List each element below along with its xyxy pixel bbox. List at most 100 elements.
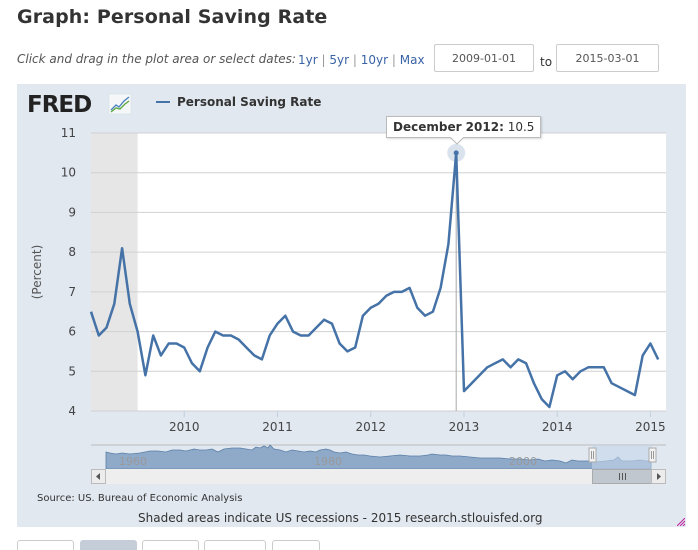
data-point[interactable] bbox=[391, 289, 397, 295]
data-point[interactable] bbox=[119, 245, 125, 251]
data-point[interactable] bbox=[352, 344, 358, 350]
data-point[interactable] bbox=[375, 301, 381, 307]
data-point[interactable] bbox=[593, 364, 599, 370]
navigator-handle-right[interactable] bbox=[648, 447, 657, 463]
data-point[interactable] bbox=[407, 285, 413, 291]
bottom-tab-button[interactable] bbox=[204, 540, 266, 550]
data-point[interactable] bbox=[212, 329, 218, 335]
data-point[interactable] bbox=[484, 364, 490, 370]
data-point[interactable] bbox=[259, 356, 265, 362]
navigator-selection[interactable] bbox=[592, 445, 652, 469]
data-point[interactable] bbox=[469, 380, 475, 386]
x-tick-label: 2010 bbox=[169, 420, 200, 434]
fred-logo: FRED bbox=[27, 92, 135, 120]
resize-handle-icon[interactable] bbox=[677, 518, 685, 526]
scroll-right-button[interactable] bbox=[651, 469, 666, 484]
data-point[interactable] bbox=[640, 352, 646, 358]
data-point[interactable] bbox=[243, 344, 249, 350]
data-point[interactable] bbox=[329, 321, 335, 327]
data-point[interactable] bbox=[88, 309, 94, 315]
data-point[interactable] bbox=[399, 289, 405, 295]
data-point[interactable] bbox=[181, 344, 187, 350]
data-point[interactable] bbox=[236, 337, 242, 343]
data-point[interactable] bbox=[414, 305, 420, 311]
data-point[interactable] bbox=[205, 344, 211, 350]
scrollbar-thumb[interactable] bbox=[592, 469, 652, 484]
data-point[interactable] bbox=[337, 340, 343, 346]
data-point[interactable] bbox=[306, 333, 312, 339]
data-point[interactable] bbox=[438, 285, 444, 291]
data-point[interactable] bbox=[609, 380, 615, 386]
data-point[interactable] bbox=[368, 305, 374, 311]
range-5yr-link[interactable]: 5yr bbox=[329, 53, 350, 67]
data-point[interactable] bbox=[166, 340, 172, 346]
data-point[interactable] bbox=[647, 340, 653, 346]
data-point[interactable] bbox=[111, 301, 117, 307]
range-10yr-link[interactable]: 10yr bbox=[360, 53, 389, 67]
end-date-input[interactable] bbox=[556, 44, 659, 72]
data-point[interactable] bbox=[515, 356, 521, 362]
data-point[interactable] bbox=[508, 364, 514, 370]
bottom-tab-button-active[interactable] bbox=[80, 540, 137, 550]
data-point[interactable] bbox=[150, 333, 156, 339]
data-point[interactable] bbox=[531, 380, 537, 386]
data-point[interactable] bbox=[578, 368, 584, 374]
scrollbar[interactable] bbox=[91, 469, 666, 484]
data-point[interactable] bbox=[290, 329, 296, 335]
data-point[interactable] bbox=[445, 241, 451, 247]
legend-item[interactable]: Personal Saving Rate bbox=[156, 95, 321, 109]
data-point[interactable] bbox=[274, 321, 280, 327]
data-point[interactable] bbox=[197, 368, 203, 374]
data-point[interactable] bbox=[267, 333, 273, 339]
data-point[interactable] bbox=[127, 301, 133, 307]
data-point[interactable] bbox=[173, 340, 179, 346]
data-point[interactable] bbox=[601, 364, 607, 370]
data-point[interactable] bbox=[189, 360, 195, 366]
data-point[interactable] bbox=[383, 293, 389, 299]
data-point[interactable] bbox=[546, 404, 552, 410]
data-point[interactable] bbox=[616, 384, 622, 390]
plot-area[interactable] bbox=[91, 133, 666, 411]
data-point[interactable] bbox=[523, 360, 529, 366]
data-point[interactable] bbox=[251, 352, 257, 358]
bottom-tab-button[interactable] bbox=[17, 540, 74, 550]
bottom-tab-button[interactable] bbox=[272, 540, 320, 550]
data-point[interactable] bbox=[96, 333, 102, 339]
navigator[interactable]: 1960 1980 2000 bbox=[91, 444, 666, 470]
highlight-point[interactable] bbox=[453, 150, 459, 156]
data-point[interactable] bbox=[158, 352, 164, 358]
data-point[interactable] bbox=[298, 333, 304, 339]
data-point[interactable] bbox=[539, 396, 545, 402]
data-point[interactable] bbox=[313, 325, 319, 331]
data-point[interactable] bbox=[321, 317, 327, 323]
data-point[interactable] bbox=[104, 325, 110, 331]
data-point[interactable] bbox=[624, 388, 630, 394]
data-point[interactable] bbox=[282, 313, 288, 319]
data-point[interactable] bbox=[461, 388, 467, 394]
data-point[interactable] bbox=[477, 372, 483, 378]
data-point[interactable] bbox=[655, 356, 661, 362]
scrollbar-track[interactable] bbox=[91, 469, 666, 484]
data-point[interactable] bbox=[422, 313, 428, 319]
data-point[interactable] bbox=[492, 360, 498, 366]
range-max-link[interactable]: Max bbox=[399, 53, 425, 67]
bottom-tab-button[interactable] bbox=[142, 540, 199, 550]
data-point[interactable] bbox=[430, 309, 436, 315]
data-point[interactable] bbox=[632, 392, 638, 398]
scroll-left-button[interactable] bbox=[91, 469, 106, 484]
navigator-handle-left[interactable] bbox=[588, 447, 597, 463]
data-point[interactable] bbox=[554, 372, 560, 378]
data-point[interactable] bbox=[135, 329, 141, 335]
start-date-input[interactable] bbox=[434, 44, 534, 72]
data-point[interactable] bbox=[500, 356, 506, 362]
data-point[interactable] bbox=[142, 372, 148, 378]
data-point[interactable] bbox=[360, 313, 366, 319]
data-point[interactable] bbox=[344, 348, 350, 354]
data-point[interactable] bbox=[585, 364, 591, 370]
data-point[interactable] bbox=[562, 368, 568, 374]
data-point[interactable] bbox=[570, 376, 576, 382]
data-point[interactable] bbox=[220, 333, 226, 339]
data-point[interactable] bbox=[228, 333, 234, 339]
range-1yr-link[interactable]: 1yr bbox=[298, 53, 318, 67]
